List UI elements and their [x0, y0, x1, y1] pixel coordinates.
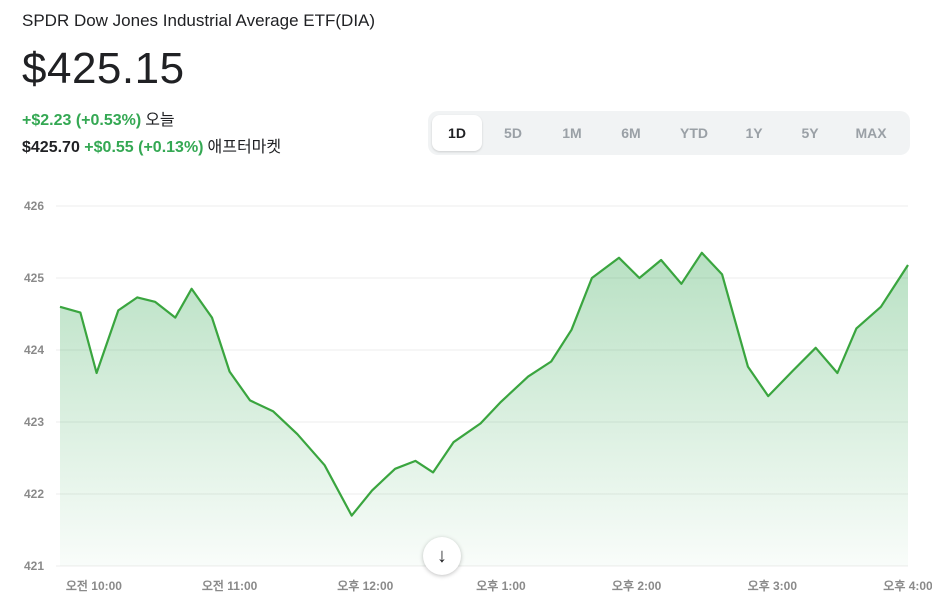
range-tab-1d[interactable]: 1D [432, 115, 482, 151]
price-point [414, 460, 416, 462]
price-point [500, 401, 502, 403]
price-point [480, 422, 482, 424]
y-tick-label: 423 [24, 415, 44, 429]
x-tick-label: 오후 12:00 [337, 578, 393, 593]
x-tick-label: 오전 10:00 [66, 578, 122, 593]
price-point [618, 257, 620, 259]
price-point [680, 283, 682, 285]
price-point [174, 317, 176, 319]
today-change-row: +$2.23 (+0.53%) 오늘 [22, 106, 175, 130]
y-tick-label: 422 [24, 487, 44, 501]
price-point [747, 366, 749, 368]
price-point [371, 489, 373, 491]
price-point [855, 327, 857, 329]
price-point [792, 370, 794, 372]
x-tick-label: 오전 11:00 [202, 578, 258, 593]
price-point [660, 259, 662, 261]
today-label: 오늘 [145, 112, 175, 129]
price-point [211, 317, 213, 319]
price-point [394, 468, 396, 470]
price-point [79, 312, 81, 314]
price-point [136, 296, 138, 298]
price-point [117, 309, 119, 311]
price-line [59, 251, 909, 517]
x-tick-label: 오후 3:00 [748, 578, 798, 593]
price-point [880, 306, 882, 308]
after-market-change: +$0.55 (+0.13%) [84, 139, 204, 156]
price-point [815, 347, 817, 349]
price-point [432, 471, 434, 473]
today-change: +$2.23 (+0.53%) [22, 112, 142, 129]
x-tick-label: 오후 2:00 [612, 578, 662, 593]
price-point [701, 252, 703, 254]
price-point [324, 464, 326, 466]
y-tick-label: 425 [24, 271, 44, 285]
scroll-down-button[interactable]: ↓ [423, 537, 461, 575]
price-point [272, 410, 274, 412]
after-market-price: $425.70 [22, 139, 80, 156]
price-point [249, 399, 251, 401]
range-tab-6m[interactable]: 6M [621, 125, 641, 141]
range-tab-ytd[interactable]: YTD [680, 125, 708, 141]
after-market-label: 애프터마켓 [207, 139, 282, 156]
price-point [767, 395, 769, 397]
range-tab-1m[interactable]: 1M [562, 125, 582, 141]
range-tab-max[interactable]: MAX [855, 125, 887, 141]
price-point [550, 361, 552, 363]
price-area [60, 252, 908, 567]
price-point [154, 301, 156, 303]
price-chart[interactable]: 421 422 423 424 425 426 오전 10:00 오전 11:00 오후 12:… [0, 190, 932, 597]
x-tick-label: 오후 4:00 [883, 578, 932, 593]
price-point [296, 433, 298, 435]
price-point [59, 306, 61, 308]
y-tick-label: 424 [24, 343, 44, 357]
current-price: $425.15 [22, 44, 185, 93]
range-tab-5y[interactable]: 5Y [801, 125, 819, 141]
price-point [907, 264, 909, 266]
price-point [527, 376, 529, 378]
price-point [229, 371, 231, 373]
price-point [721, 273, 723, 275]
range-selector: 1D 5D 1M 6M YTD 1Y 5Y MAX [428, 111, 910, 155]
price-point [638, 277, 640, 279]
x-tick-label: 오후 1:00 [476, 578, 526, 593]
arrow-down-icon: ↓ [437, 544, 447, 567]
range-tab-5d[interactable]: 5D [504, 125, 522, 141]
y-tick-label: 426 [24, 199, 44, 213]
price-point [351, 515, 353, 517]
price-point [452, 441, 454, 443]
stock-title: SPDR Dow Jones Industrial Average ETF(DI… [22, 11, 376, 30]
price-point [571, 329, 573, 331]
price-point [591, 277, 593, 279]
after-market-row: $425.70 +$0.55 (+0.13%) 애프터마켓 [22, 133, 281, 157]
price-point [836, 372, 838, 374]
range-tab-1y[interactable]: 1Y [745, 125, 763, 141]
price-point [96, 372, 98, 374]
price-point [191, 288, 193, 290]
y-tick-label: 421 [24, 559, 44, 573]
